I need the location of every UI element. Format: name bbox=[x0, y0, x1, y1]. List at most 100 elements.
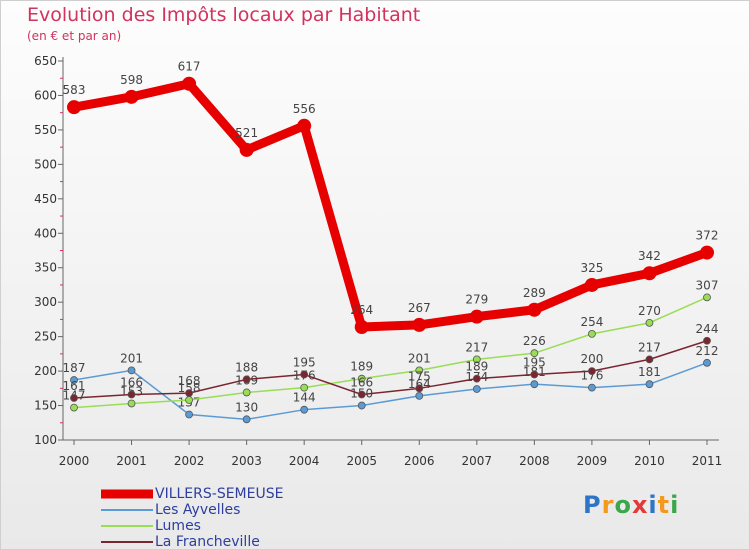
data-label: 342 bbox=[638, 249, 661, 263]
data-label: 583 bbox=[63, 83, 86, 97]
y-tick-label: 100 bbox=[34, 433, 57, 447]
data-point bbox=[527, 302, 542, 317]
legend-swatch bbox=[101, 525, 153, 527]
data-label: 244 bbox=[696, 322, 719, 336]
data-label: 325 bbox=[580, 261, 603, 275]
chart-subtitle: (en € et par an) bbox=[27, 29, 122, 43]
logo-letter: i bbox=[648, 491, 658, 519]
data-point bbox=[357, 401, 366, 410]
data-point bbox=[645, 318, 654, 327]
data-point bbox=[300, 370, 309, 379]
data-label: 201 bbox=[408, 351, 431, 365]
data-point bbox=[472, 374, 481, 383]
data-label: 175 bbox=[408, 369, 431, 383]
x-tick-label: 2000 bbox=[59, 454, 90, 468]
data-label: 279 bbox=[465, 293, 488, 307]
y-tick-label: 250 bbox=[34, 330, 57, 344]
data-point bbox=[645, 355, 654, 364]
data-point bbox=[70, 403, 78, 412]
data-point bbox=[185, 410, 193, 419]
data-label: 226 bbox=[523, 334, 546, 348]
data-label: 217 bbox=[465, 340, 488, 354]
data-label: 212 bbox=[696, 344, 719, 358]
y-tick-label: 200 bbox=[34, 364, 57, 378]
data-label: 195 bbox=[523, 356, 546, 370]
y-tick-label: 600 bbox=[34, 88, 57, 102]
data-point bbox=[645, 380, 654, 389]
data-point bbox=[357, 390, 366, 399]
data-label: 201 bbox=[120, 351, 143, 365]
x-tick-label: 2001 bbox=[116, 454, 147, 468]
data-label: 556 bbox=[293, 102, 316, 116]
data-point bbox=[354, 319, 369, 334]
data-label: 130 bbox=[235, 400, 258, 414]
data-label: 254 bbox=[580, 315, 603, 329]
logo-letter: x bbox=[631, 491, 649, 519]
data-point bbox=[530, 380, 539, 389]
data-point bbox=[185, 396, 193, 404]
data-point bbox=[239, 142, 254, 157]
logo-letter: t bbox=[657, 491, 671, 519]
data-point bbox=[584, 277, 599, 292]
legend-label: VILLERS-SEMEUSE bbox=[155, 486, 284, 502]
data-label: 187 bbox=[63, 361, 86, 375]
data-point bbox=[703, 293, 711, 302]
data-point bbox=[700, 245, 714, 260]
data-point bbox=[70, 394, 78, 402]
y-tick-label: 650 bbox=[34, 54, 57, 68]
legend-swatch bbox=[101, 489, 153, 499]
data-point bbox=[185, 389, 193, 398]
y-tick-label: 300 bbox=[34, 295, 57, 309]
series-line bbox=[73, 340, 708, 399]
data-label: 217 bbox=[638, 340, 661, 354]
data-label: 166 bbox=[350, 376, 373, 390]
data-label: 289 bbox=[523, 286, 546, 300]
data-point bbox=[469, 309, 484, 324]
data-label: 189 bbox=[465, 360, 488, 374]
x-tick-label: 2004 bbox=[289, 454, 320, 468]
data-point bbox=[70, 376, 78, 384]
data-label: 168 bbox=[178, 374, 201, 388]
x-tick-label: 2010 bbox=[634, 454, 665, 468]
data-label: 598 bbox=[120, 73, 143, 87]
proxiti-logo: Proxiti bbox=[583, 491, 679, 519]
data-label: 200 bbox=[580, 352, 603, 366]
data-label: 189 bbox=[350, 360, 373, 374]
data-point bbox=[242, 388, 251, 397]
logo-letter: i bbox=[670, 491, 680, 519]
logo-letter: r bbox=[601, 491, 615, 519]
data-point bbox=[703, 358, 711, 367]
x-tick-label: 2007 bbox=[462, 454, 493, 468]
legend-label: Lumes bbox=[155, 518, 201, 534]
data-point bbox=[588, 367, 596, 375]
data-label: 307 bbox=[696, 278, 719, 292]
y-tick-label: 500 bbox=[34, 157, 57, 171]
logo-letter: P bbox=[583, 491, 602, 519]
series-line bbox=[73, 296, 708, 409]
x-tick-label: 2005 bbox=[346, 454, 377, 468]
series-line bbox=[73, 362, 708, 421]
data-point bbox=[415, 366, 424, 375]
data-point bbox=[297, 118, 312, 133]
data-point bbox=[127, 399, 136, 408]
data-label: 144 bbox=[293, 391, 316, 405]
data-point bbox=[242, 415, 251, 424]
data-point bbox=[703, 336, 711, 345]
data-point bbox=[300, 405, 309, 414]
y-tick-label: 350 bbox=[34, 261, 57, 275]
data-point bbox=[472, 355, 481, 364]
data-point bbox=[588, 383, 596, 392]
data-label: 617 bbox=[178, 60, 201, 74]
x-tick-label: 2002 bbox=[174, 454, 205, 468]
data-label: 264 bbox=[350, 303, 373, 317]
data-label: 188 bbox=[235, 360, 258, 374]
data-point bbox=[588, 329, 596, 338]
x-tick-label: 2009 bbox=[577, 454, 608, 468]
data-label: 267 bbox=[408, 301, 431, 315]
data-point bbox=[242, 375, 251, 384]
legend-label: Les Ayvelles bbox=[155, 502, 241, 518]
legend-label: La Francheville bbox=[155, 534, 260, 550]
x-tick-label: 2003 bbox=[231, 454, 262, 468]
